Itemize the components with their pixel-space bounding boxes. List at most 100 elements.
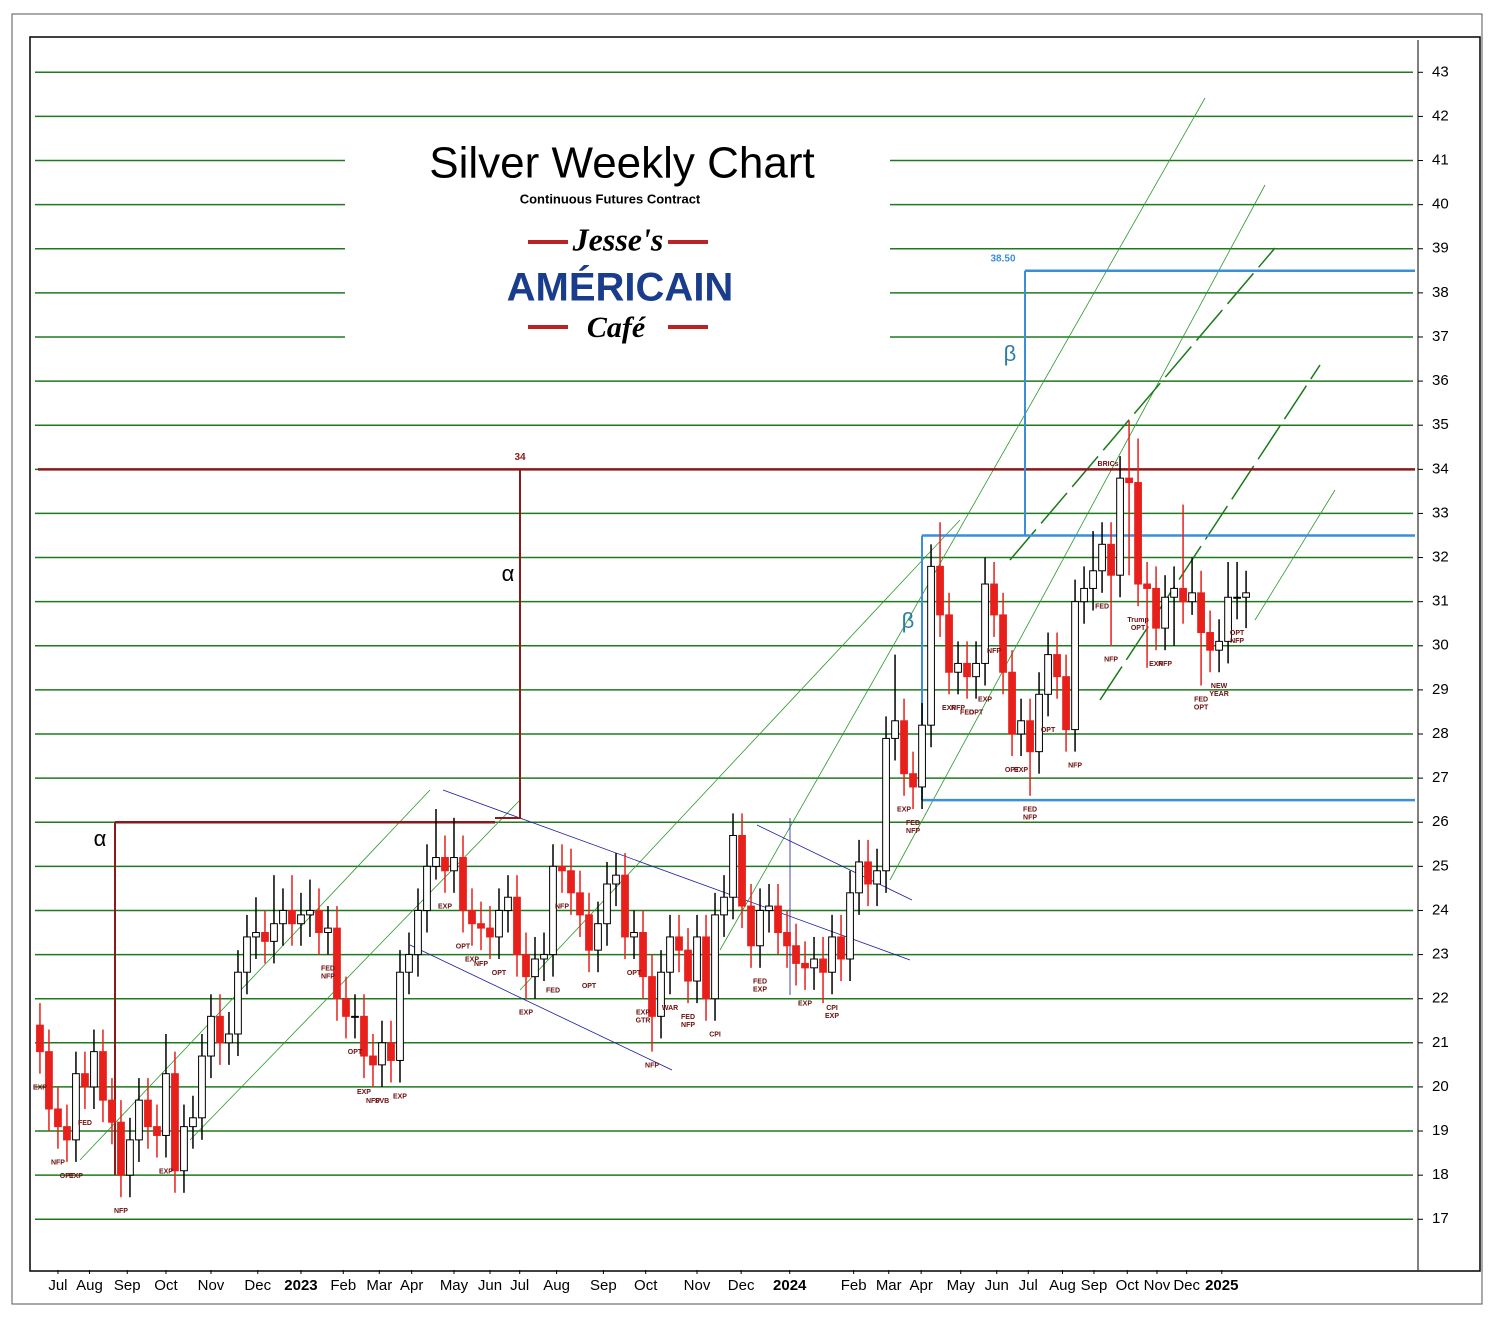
event-label: OPT	[492, 970, 507, 977]
x-tick-label: Dec	[244, 1277, 271, 1294]
event-label: FED	[1095, 604, 1109, 611]
candle-body	[36, 1024, 44, 1053]
candle-body	[477, 923, 485, 929]
candle-body	[981, 583, 989, 664]
candle-body	[396, 971, 404, 1061]
event-label: OPT	[1194, 704, 1209, 711]
candle-body	[351, 1015, 359, 1018]
event-label: EXP	[942, 705, 956, 712]
event-label: EXP	[159, 1168, 173, 1175]
x-tick-label: Dec	[728, 1277, 755, 1294]
candle-body	[702, 936, 710, 1000]
event-label: NFP	[681, 1022, 695, 1029]
candle-body	[1062, 676, 1070, 731]
event-label: NEW	[1211, 683, 1228, 690]
candle-body	[522, 954, 530, 978]
event-label: EXP	[69, 1173, 83, 1180]
candle-body	[126, 1139, 134, 1176]
candle-body	[1224, 596, 1232, 642]
y-tick-label: 42	[1432, 107, 1449, 124]
candle-body	[342, 998, 350, 1017]
candle-body	[90, 1051, 98, 1088]
candle-body	[495, 909, 503, 938]
y-tick-label: 22	[1432, 990, 1449, 1007]
y-tick-label: 21	[1432, 1034, 1449, 1051]
x-tick-label: Jun	[478, 1277, 502, 1294]
candle-body	[423, 865, 431, 911]
candle-body	[297, 914, 305, 925]
event-label: OPT	[1230, 630, 1245, 637]
y-tick-label: 24	[1432, 901, 1449, 918]
candle-body	[675, 936, 683, 951]
x-tick-label: Feb	[330, 1277, 356, 1294]
event-label: NFP	[114, 1208, 128, 1215]
x-tick-label: May	[440, 1277, 469, 1294]
candle-body	[756, 909, 764, 947]
candle-body	[801, 962, 809, 969]
candle-body	[567, 870, 575, 894]
candle-body	[684, 949, 692, 982]
candle-body	[666, 936, 674, 973]
candle-body	[117, 1121, 125, 1176]
y-tick-label: 40	[1432, 196, 1449, 213]
y-tick-label: 32	[1432, 549, 1449, 566]
candle-body	[963, 662, 971, 678]
candle-body	[540, 954, 548, 960]
y-tick-label: 30	[1432, 637, 1449, 654]
x-tick-label: Nov	[1144, 1277, 1171, 1294]
candle-body	[234, 971, 242, 1035]
event-label: OPT	[969, 710, 984, 717]
candle-body	[783, 932, 791, 947]
candle-body	[333, 927, 341, 1000]
y-tick-label: 23	[1432, 946, 1449, 963]
x-tick-label: 2024	[773, 1277, 807, 1294]
candle-body	[405, 954, 413, 973]
candle-body	[909, 773, 917, 788]
y-tick-label: 18	[1432, 1166, 1449, 1183]
candle-body	[1188, 592, 1196, 603]
candle-body	[900, 720, 908, 775]
event-label: BRICs	[1098, 461, 1119, 468]
event-label: OPT	[1041, 727, 1056, 734]
event-label: OPT	[627, 970, 642, 977]
candle-body	[846, 892, 854, 960]
chart-subtitle: Continuous Futures Contract	[520, 191, 701, 206]
candle-body	[198, 1055, 206, 1119]
candle-body	[873, 870, 881, 885]
logo-bottom: Café	[587, 311, 647, 344]
x-tick-label: 2023	[284, 1277, 317, 1294]
candle-body	[81, 1073, 89, 1088]
event-label: NFP	[645, 1062, 659, 1069]
x-tick-label: 2025	[1205, 1277, 1238, 1294]
event-label: OPT	[1005, 767, 1020, 774]
candle-body	[927, 565, 935, 726]
candle-body	[360, 1015, 368, 1057]
annotation: α	[94, 826, 107, 851]
y-tick-label: 17	[1432, 1210, 1449, 1227]
event-label: EXP	[393, 1093, 407, 1100]
event-label: OPT	[1131, 625, 1146, 632]
candle-body	[180, 1126, 188, 1172]
candle-body	[468, 909, 476, 925]
candle-body	[441, 857, 449, 872]
event-label: NFP	[951, 705, 965, 712]
event-label: FED	[78, 1120, 92, 1127]
y-tick-label: 36	[1432, 372, 1449, 389]
candle-body	[261, 932, 269, 942]
candle-body	[189, 1117, 197, 1128]
event-label: NFP	[321, 973, 335, 980]
event-label: OPT	[348, 1049, 363, 1056]
event-label: EXP	[1014, 767, 1028, 774]
event-label: FED	[681, 1014, 695, 1021]
x-tick-label: Dec	[1173, 1277, 1200, 1294]
candle-body	[54, 1108, 62, 1128]
x-tick-label: May	[947, 1277, 976, 1294]
candle-body	[837, 936, 845, 960]
y-tick-label: 20	[1432, 1078, 1449, 1095]
candle-body	[531, 958, 539, 978]
candle-body	[999, 614, 1007, 673]
candle-body	[1233, 596, 1241, 599]
y-tick-label: 37	[1432, 328, 1449, 345]
candle-body	[936, 565, 944, 616]
